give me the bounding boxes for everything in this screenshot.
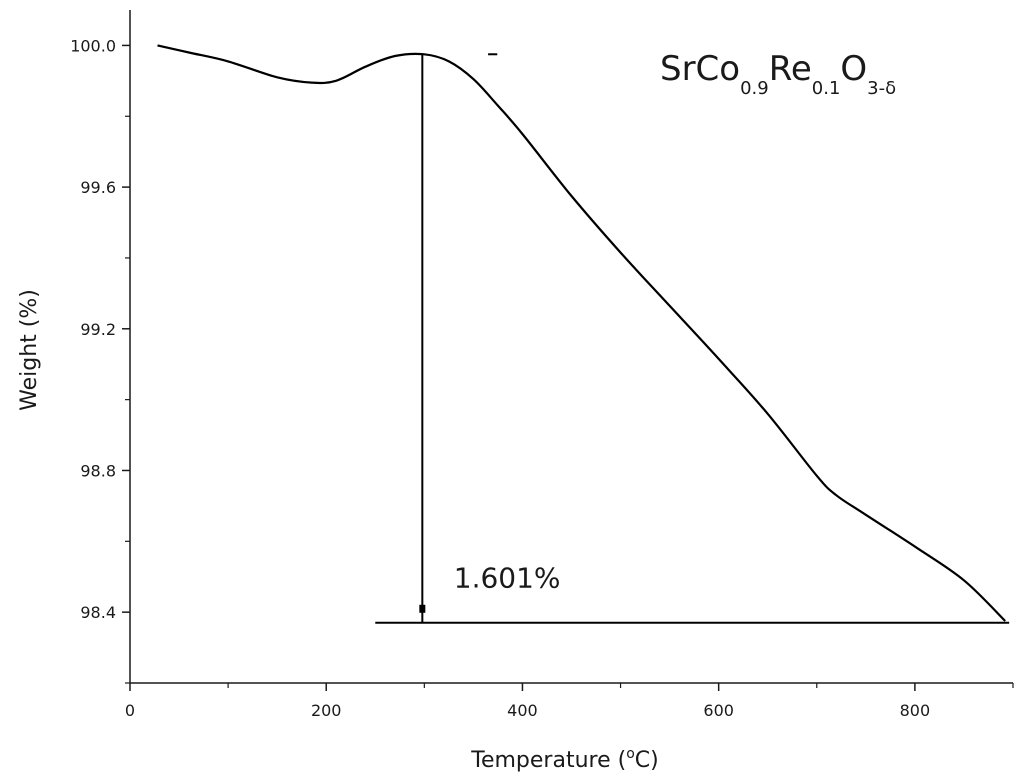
weight-curve: [157, 44, 1006, 622]
axes: [129, 10, 1013, 684]
y-tick-label: 98.8: [80, 461, 116, 480]
x-tick-label: 0: [125, 701, 135, 720]
weight-loss-annotation: 1.601%: [375, 53, 1010, 624]
formula-subscript: 0.1: [812, 78, 841, 99]
formula-main: Re: [769, 49, 812, 89]
y-axis-title: Weight (%): [17, 289, 42, 411]
x-tick-label: 400: [507, 701, 538, 720]
x-ticks: 0 200 400 600 800: [125, 683, 1014, 720]
formula-main: SrCo: [660, 49, 740, 89]
x-tick-label: 200: [311, 701, 342, 720]
y-tick-label: 99.6: [80, 178, 116, 197]
y-ticks: 98.4 98.8 99.2 99.6 100.0: [70, 36, 130, 684]
weight-loss-label: 1.601%: [454, 561, 561, 594]
x-title-unit: C): [635, 748, 659, 773]
formula-subscript: 3-δ: [867, 78, 896, 99]
y-tick-label: 100.0: [70, 36, 116, 55]
weight-loss-arrow-head: [419, 604, 426, 613]
formula-main: O: [840, 49, 867, 89]
x-title-text: Temperature (: [470, 748, 626, 773]
x-title-degree: o: [626, 746, 635, 762]
y-tick-label: 98.4: [80, 603, 116, 622]
y-tick-label: 99.2: [80, 320, 116, 339]
formula-subscript: 0.9: [740, 78, 769, 99]
legend-formula: SrCo0.9Re0.1O3-δ: [660, 49, 896, 99]
x-tick-label: 800: [900, 701, 931, 720]
x-tick-label: 600: [703, 701, 734, 720]
x-axis-title: Temperature (oC): [470, 746, 658, 773]
